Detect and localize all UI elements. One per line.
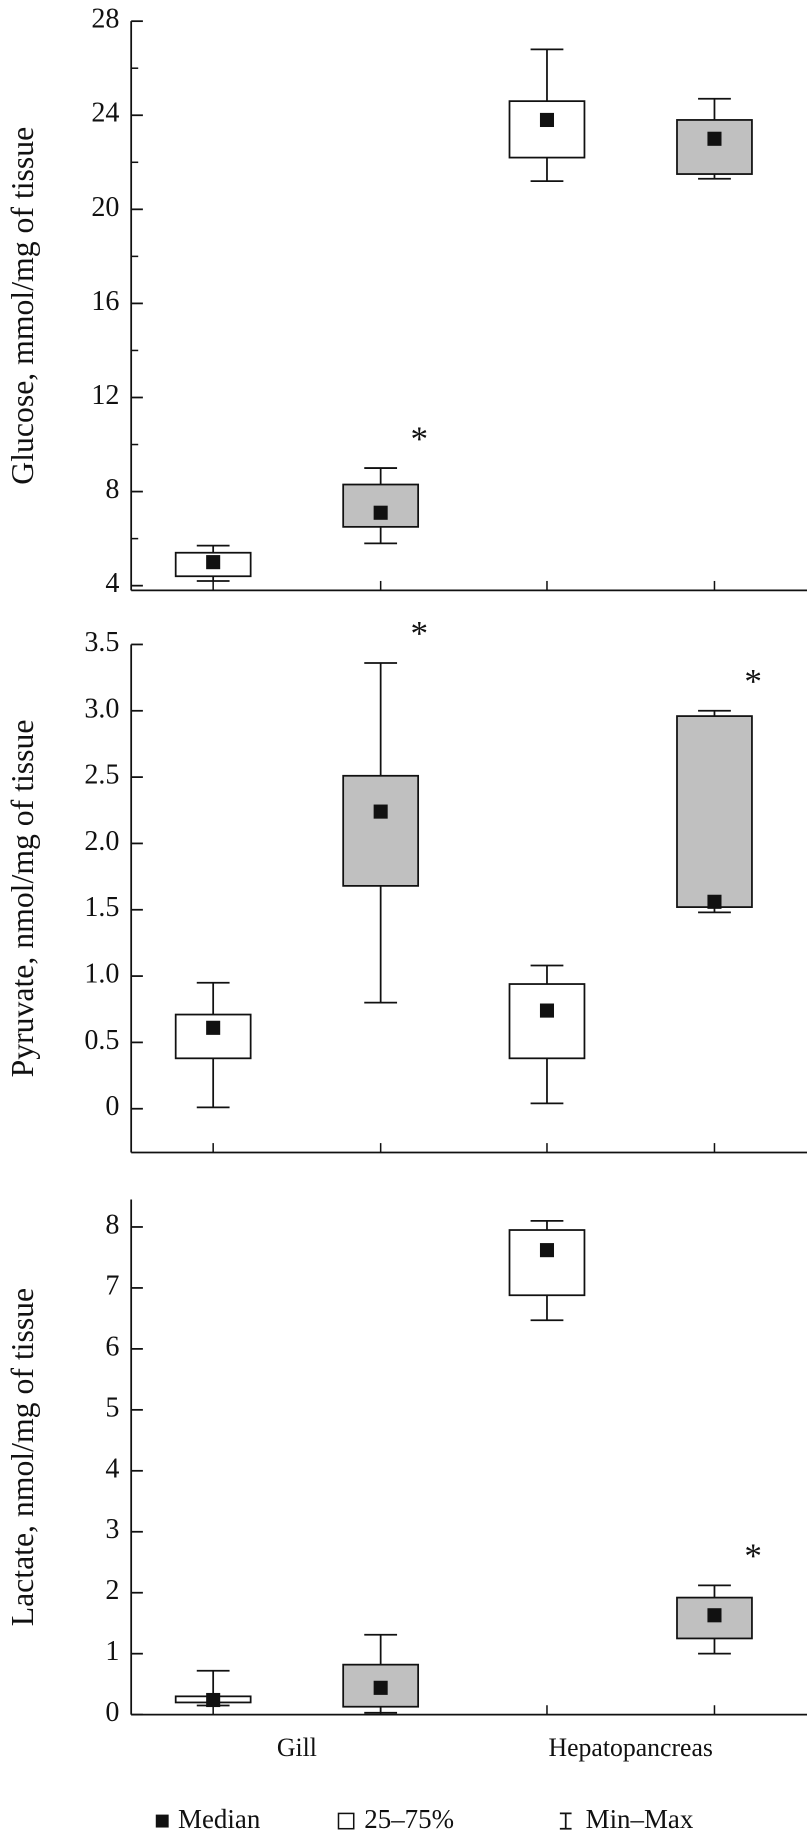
median [206,1020,221,1035]
median [707,894,722,909]
upper-whisker [698,709,731,717]
median [373,1680,388,1695]
y-tick-label: 1.0 [84,959,119,990]
y-tick-label: 0 [105,1091,119,1122]
lower-whisker [698,1638,731,1655]
median [539,1243,555,1258]
y-tick-label: 2 [105,1575,119,1606]
significance-mark: * [744,662,762,701]
box [508,983,586,1060]
legend-whisker-swatch [559,1812,572,1830]
median [539,1003,555,1018]
lower-whisker [530,1058,564,1105]
y-tick-label: 0 [105,1697,119,1728]
upper-whisker [196,981,230,1015]
median [539,112,555,128]
upper-whisker [364,467,398,485]
box [676,715,753,908]
upper-whisker [364,662,398,776]
median [373,505,388,520]
median [373,804,388,819]
y-tick-label: 28 [91,4,119,35]
significance-mark: * [411,419,429,458]
y-tick-label: 3.0 [84,693,119,724]
y-tick-label: 1 [105,1636,119,1667]
y-tick-label: 8 [105,474,119,505]
y-tick-label: 20 [91,192,119,223]
y-tick-label: 1.5 [84,892,119,923]
y-axis-label: Glucose, mmol/mg of tissue [5,127,40,485]
y-tick-label: 4 [105,1453,119,1484]
y-tick-label: 4 [105,568,119,599]
legend-label: Median [178,1804,261,1834]
upper-whisker [364,1633,398,1665]
lower-whisker [530,157,564,182]
y-tick-label: 7 [105,1270,119,1301]
legend-box-swatch [337,1812,355,1830]
legend-median-swatch [155,1814,169,1828]
box [676,119,753,175]
x-tick-label: Hepatopancreas [548,1733,712,1762]
y-axis-label: Pyruvate, nmol/mg of tissue [5,720,40,1078]
lower-whisker [364,526,398,545]
significance-mark: * [744,1537,762,1576]
upper-whisker [196,1669,230,1697]
y-tick-label: 0.5 [84,1025,119,1056]
upper-whisker [698,1584,731,1598]
median [707,1608,722,1623]
y-axis-label: Lactate, nmol/mg of tissue [5,1288,40,1626]
lower-whisker [196,1058,230,1109]
x-tick-label: Gill [277,1733,317,1762]
median [206,555,221,570]
y-tick-label: 6 [105,1331,119,1362]
upper-whisker [530,1219,564,1231]
upper-whisker [530,964,564,985]
y-tick-label: 3 [105,1514,119,1545]
lower-whisker [364,885,398,1004]
y-tick-label: 8 [105,1209,119,1240]
box [342,774,420,887]
significance-mark: * [411,614,429,653]
y-tick-label: 16 [91,286,119,317]
upper-whisker [698,97,731,120]
upper-whisker [530,48,564,102]
upper-whisker [196,544,230,553]
legend: Median 25–75% Min–Max [155,1804,694,1834]
y-tick-label: 12 [91,380,119,411]
box [174,1013,252,1060]
box [508,1229,586,1297]
y-tick-label: 2.5 [84,760,119,791]
legend-label: Min–Max [586,1804,694,1834]
y-tick-label: 5 [105,1392,119,1423]
legend-label: 25–75% [364,1804,454,1834]
y-tick-label: 2.0 [84,826,119,857]
median [206,1692,221,1708]
median [707,131,722,146]
box [508,100,586,159]
y-tick-label: 24 [91,98,119,129]
y-tick-label: 3.5 [84,627,119,658]
lower-whisker [530,1295,564,1322]
lower-whisker [364,1706,398,1714]
